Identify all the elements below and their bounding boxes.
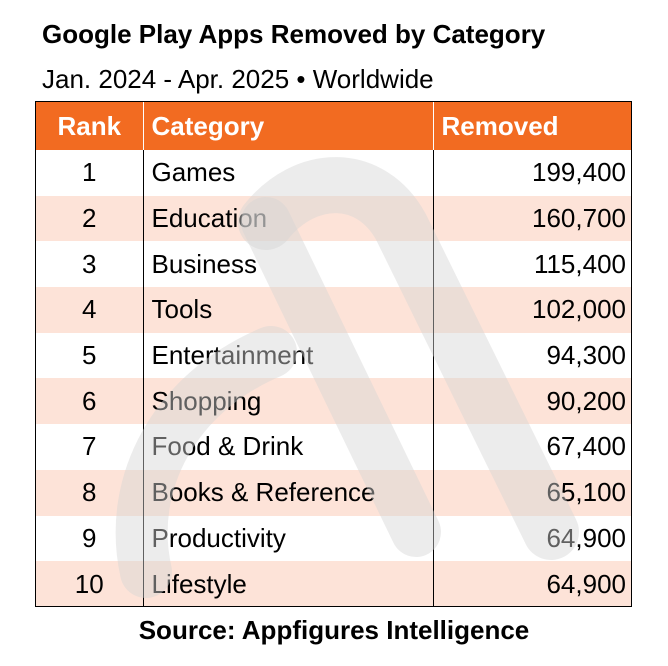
- removed-cell: 90,200: [432, 378, 631, 425]
- rank-cell: 2: [36, 195, 143, 242]
- source-note: Source: Appfigures Intelligence: [138, 615, 530, 645]
- table-row: 4 Tools 102,000: [36, 287, 631, 333]
- removed-cell: 67,400: [432, 424, 631, 470]
- removed-apps-table: Rank Category Removed 1 Games 199,400 2 Educ…: [36, 102, 631, 606]
- removed-cell: 65,100: [432, 469, 631, 516]
- chart-subtitle: Jan. 2024 - Apr. 2025 • Worldwide: [42, 64, 434, 94]
- rank-cell: 10: [36, 561, 143, 606]
- category-cell: Shopping: [142, 378, 433, 425]
- table-body: 1 Games 199,400 2 Education 160,700 3 Business 1…: [36, 150, 631, 606]
- table-row: 6 Shopping 90,200: [36, 378, 631, 425]
- rank-cell: 5: [82, 340, 97, 371]
- table-row: 8 Books & Reference 65,100: [36, 469, 631, 516]
- column-header-category: Category: [142, 102, 433, 150]
- category-cell: Entertainment: [142, 332, 433, 379]
- rank-cell: 3: [82, 248, 97, 279]
- category-cell: Productivity: [142, 515, 433, 562]
- category-cell: Lifestyle: [142, 561, 433, 606]
- category-cell: Books & Reference: [142, 469, 433, 516]
- removed-cell: 160,700: [432, 195, 631, 242]
- category-cell: Business: [142, 241, 433, 288]
- table-row: 2 Education 160,700: [36, 195, 631, 242]
- data-table: Rank Category Removed 1 Games 199,400 2 Educ…: [35, 101, 632, 607]
- rank-cell: 6: [36, 378, 143, 425]
- rank-cell: 1: [82, 157, 97, 188]
- category-cell: Games: [142, 150, 433, 196]
- removed-cell: 102,000: [432, 287, 631, 333]
- rank-cell: 9: [82, 522, 97, 553]
- chart-title: Google Play Apps Removed by Category: [42, 19, 546, 49]
- table-row: 9 Productivity 64,900: [36, 515, 631, 562]
- table-row: 1 Games 199,400: [36, 150, 631, 196]
- table-row: 3 Business 115,400: [36, 241, 631, 288]
- rank-cell: 8: [36, 469, 143, 516]
- category-cell: Food & Drink: [142, 424, 433, 470]
- table-header-row: Rank Category Removed: [36, 102, 631, 150]
- table-row: 10 Lifestyle 64,900: [36, 561, 631, 606]
- rank-cell: 4: [36, 287, 143, 333]
- removed-cell: 64,900: [432, 515, 631, 562]
- category-cell: Education: [142, 195, 433, 242]
- table-row: 7 Food & Drink 67,400: [36, 424, 631, 470]
- column-header-rank: Rank: [36, 102, 143, 150]
- removed-cell: 94,300: [432, 332, 631, 379]
- removed-cell: 199,400: [432, 150, 631, 196]
- category-cell: Tools: [142, 287, 433, 333]
- table-row: 5 Entertainment 94,300: [36, 332, 631, 379]
- column-header-removed: Removed: [432, 102, 631, 150]
- removed-cell: 115,400: [432, 241, 631, 288]
- rank-cell: 7: [82, 431, 97, 462]
- removed-cell: 64,900: [432, 561, 631, 606]
